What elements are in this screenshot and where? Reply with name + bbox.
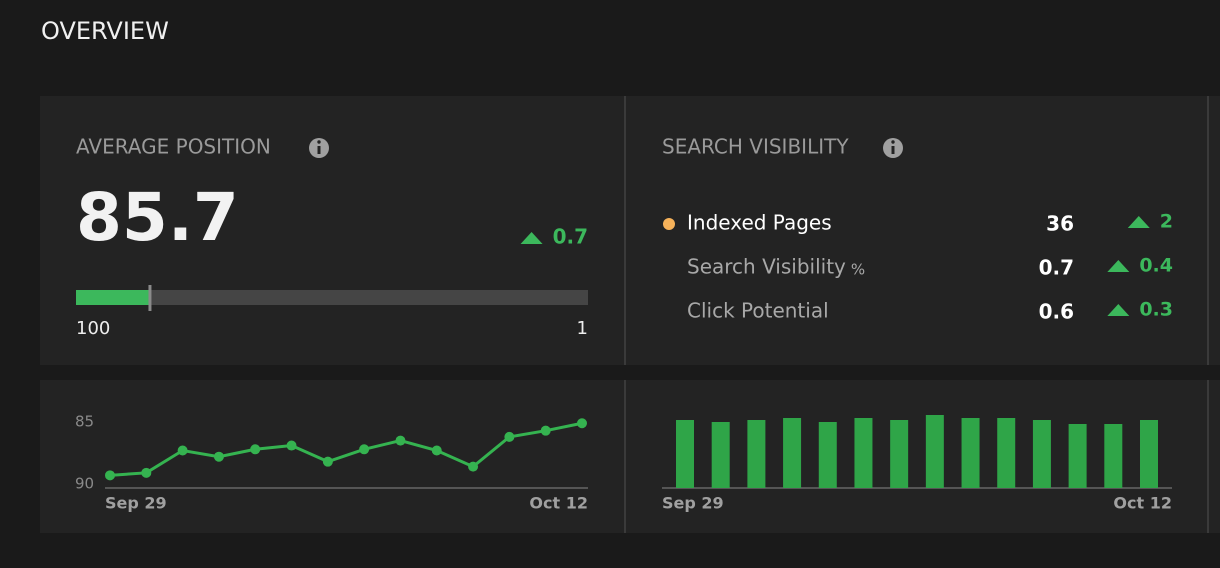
point bbox=[468, 461, 479, 472]
change-value: 0.7 bbox=[553, 225, 588, 249]
bar bbox=[925, 415, 944, 488]
x-tick-label: Sep 29 bbox=[105, 494, 167, 513]
x-tick-label: Sep 29 bbox=[662, 494, 724, 513]
bar bbox=[711, 422, 730, 488]
position-marker bbox=[148, 285, 152, 311]
bar bbox=[818, 422, 837, 488]
row-label: Click Potential bbox=[687, 299, 829, 323]
bar bbox=[1068, 424, 1087, 488]
change-value: 0.4 bbox=[1139, 255, 1173, 277]
status-dot bbox=[663, 218, 675, 230]
point bbox=[504, 431, 515, 442]
change-value: 2 bbox=[1160, 211, 1173, 233]
y-tick-label: 85 bbox=[75, 413, 94, 431]
info-icon[interactable] bbox=[883, 138, 903, 158]
position-bar bbox=[76, 290, 150, 305]
bottom-panel bbox=[40, 380, 1220, 533]
row-unit: % bbox=[851, 261, 865, 279]
card-title: SEARCH VISIBILITY bbox=[662, 135, 849, 159]
point bbox=[322, 456, 333, 467]
bar bbox=[961, 418, 980, 488]
y-tick-label: 90 bbox=[75, 475, 94, 493]
point bbox=[286, 440, 297, 451]
card-title: AVERAGE POSITION bbox=[76, 135, 271, 159]
line bbox=[109, 421, 583, 477]
up-arrow bbox=[1107, 304, 1130, 316]
point bbox=[540, 425, 551, 436]
bar bbox=[676, 420, 694, 488]
up-arrow bbox=[1107, 260, 1130, 272]
position-track bbox=[76, 290, 588, 305]
bar bbox=[890, 420, 909, 488]
point bbox=[213, 451, 224, 462]
row-value: 0.7 bbox=[1039, 256, 1074, 280]
row-value: 36 bbox=[1046, 212, 1074, 236]
bar bbox=[1140, 420, 1158, 488]
bar bbox=[783, 418, 802, 488]
row-value: 0.6 bbox=[1039, 300, 1074, 324]
point bbox=[141, 467, 152, 478]
up-arrow bbox=[520, 232, 543, 244]
x-tick-label: Oct 12 bbox=[529, 494, 588, 513]
info-icon[interactable] bbox=[309, 138, 329, 158]
point bbox=[359, 444, 370, 455]
scale-start-label: 100 bbox=[76, 318, 110, 339]
bar bbox=[1032, 420, 1051, 488]
change-value: 0.3 bbox=[1139, 299, 1173, 321]
x-tick-label: Oct 12 bbox=[1113, 494, 1172, 513]
up-arrow bbox=[1127, 216, 1150, 228]
point bbox=[250, 444, 261, 455]
point bbox=[395, 435, 406, 446]
point bbox=[177, 445, 188, 456]
point bbox=[105, 470, 115, 481]
scale-end-label: 1 bbox=[577, 318, 588, 339]
page-title: OVERVIEW bbox=[41, 17, 169, 45]
average-position-value: 85.7 bbox=[76, 179, 239, 256]
point bbox=[577, 418, 587, 429]
row-label: Search Visibility bbox=[687, 255, 846, 279]
bar bbox=[997, 418, 1016, 488]
row-label: Indexed Pages bbox=[687, 211, 832, 235]
bar bbox=[1104, 424, 1123, 488]
bar bbox=[854, 418, 873, 488]
top-panel bbox=[40, 96, 1220, 365]
bar bbox=[747, 420, 766, 488]
point bbox=[431, 445, 442, 456]
